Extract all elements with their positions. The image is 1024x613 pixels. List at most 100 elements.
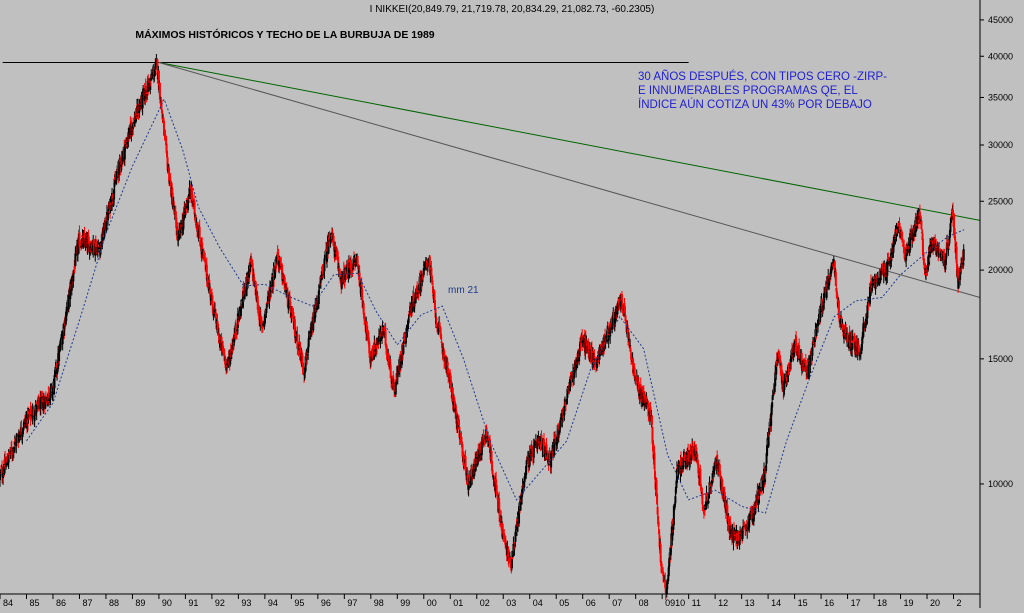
candle-body: [645, 398, 648, 403]
candle-body: [919, 215, 922, 221]
candle-body: [403, 333, 406, 342]
candle-body: [663, 579, 666, 581]
candle-body: [465, 470, 468, 474]
candle-body: [278, 260, 281, 267]
candle-body: [644, 395, 647, 404]
x-tick-label: 19: [904, 598, 914, 608]
candle-body: [657, 516, 660, 525]
candle-body: [396, 367, 399, 377]
candle-body: [301, 355, 304, 368]
candle-body: [53, 375, 56, 389]
candle-body: [492, 475, 495, 477]
candle-body: [791, 349, 794, 353]
candle-body: [70, 278, 73, 291]
candle-body: [557, 429, 560, 438]
candle-body: [953, 213, 956, 234]
candle-body: [564, 403, 567, 405]
trend-gray-line: [158, 62, 981, 298]
candle-body: [323, 258, 326, 272]
candle-body: [690, 454, 693, 458]
candle-body: [443, 350, 446, 362]
candle-body: [645, 399, 648, 408]
candle-body: [163, 120, 166, 136]
candle-body: [376, 342, 379, 344]
candle-body: [1, 467, 4, 477]
candle-body: [941, 253, 944, 258]
candle-body: [715, 456, 718, 470]
candle-body: [680, 457, 683, 468]
candle-body: [880, 270, 883, 275]
candle-body: [918, 211, 921, 216]
candle-body: [668, 557, 671, 567]
lines-layer: [2, 61, 981, 298]
candle-body: [15, 437, 18, 441]
candle-body: [292, 311, 295, 320]
candle-body: [349, 259, 352, 271]
candle-body: [187, 197, 190, 204]
candle-body: [211, 295, 214, 305]
candle-body: [460, 436, 463, 443]
candle-body: [928, 252, 931, 265]
candle-body: [66, 302, 69, 312]
chart-header: I NIKKEI(20,849.79, 21,719.78, 20,834.29…: [370, 4, 655, 15]
candle-body: [769, 420, 772, 429]
candle-body: [164, 135, 167, 141]
candle-body: [266, 301, 269, 305]
candle-body: [326, 251, 329, 262]
candle-body: [150, 74, 153, 81]
candle-body: [563, 409, 566, 416]
candle-body: [877, 280, 880, 283]
candle-body: [372, 355, 375, 360]
candle-body: [959, 268, 962, 270]
candle-body: [406, 322, 409, 328]
candle-body: [37, 399, 40, 406]
candle-body: [789, 360, 792, 365]
candle-body: [208, 279, 211, 289]
candle-body: [820, 303, 823, 312]
candle-body: [518, 506, 521, 524]
candle-body: [148, 80, 151, 84]
candle-body: [138, 111, 141, 113]
candle-body: [524, 473, 527, 479]
candle-body: [691, 448, 694, 450]
candle-body: [536, 441, 539, 450]
candle-body: [236, 329, 239, 331]
candle-body: [736, 540, 739, 543]
candle-body: [260, 317, 263, 323]
candle-body: [375, 343, 378, 353]
candle-body: [505, 545, 508, 547]
candle-body: [250, 258, 253, 262]
candle-body: [78, 232, 81, 247]
candle-body: [409, 307, 412, 312]
candle-body: [390, 380, 393, 382]
candle-body: [317, 290, 320, 305]
candle-body: [294, 333, 297, 337]
candle-body: [165, 143, 168, 150]
candle-body: [75, 249, 78, 251]
candle-body: [932, 244, 935, 251]
candle-body: [4, 457, 7, 467]
candle-body: [269, 290, 272, 296]
candle-body: [736, 532, 739, 543]
candle-body: [720, 479, 723, 490]
candle-body: [654, 471, 657, 480]
y-tick-label: 45000: [988, 15, 1013, 25]
candle-body: [825, 282, 828, 298]
candle-body: [779, 363, 782, 366]
candle-body: [402, 345, 405, 354]
candle-body: [461, 444, 464, 457]
candle-body: [721, 479, 724, 496]
candle-body: [589, 359, 592, 361]
candle-body: [872, 278, 875, 280]
candle-body: [742, 526, 745, 528]
candle-body: [892, 241, 895, 247]
candle-body: [542, 439, 545, 455]
candle-body: [722, 491, 725, 502]
candle-body: [204, 258, 207, 262]
candle-body: [440, 341, 443, 344]
candle-body: [960, 263, 963, 270]
candle-body: [132, 123, 135, 127]
candle-body: [768, 433, 771, 435]
candle-body: [305, 355, 308, 361]
candle-body: [441, 343, 444, 348]
